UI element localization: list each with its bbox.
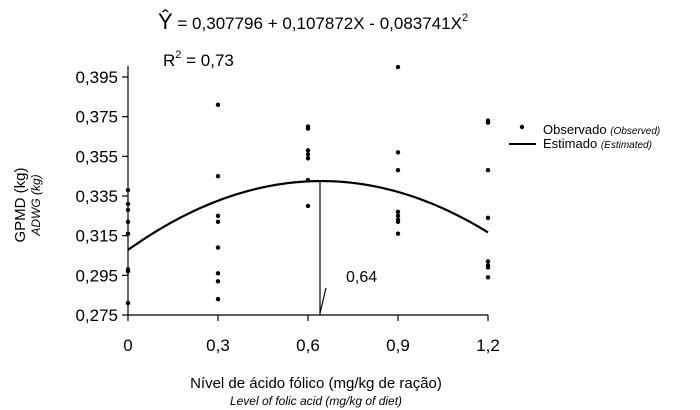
- observed-point: [215, 213, 221, 219]
- r-squared-exponent: 2: [175, 49, 181, 61]
- annotation-layer: 0,64: [319, 181, 377, 315]
- yhat-symbol: Ŷ: [158, 9, 173, 34]
- y-tick-label: 0,395: [75, 68, 118, 87]
- r-squared-value: = 0,73: [181, 51, 233, 70]
- observed-point: [305, 177, 311, 183]
- observed-point: [395, 150, 401, 155]
- observed-point: [395, 219, 401, 224]
- legend-estimated-label-english: (Estimated): [601, 140, 652, 151]
- observed-point: [485, 120, 491, 125]
- observed-point: [215, 245, 221, 250]
- r-squared-base: R: [163, 51, 175, 70]
- observed-point: [485, 259, 491, 264]
- observed-point: [215, 102, 221, 107]
- observed-point: [395, 213, 401, 219]
- observed-point: [215, 173, 221, 179]
- legend-observed-label: Observado: [543, 122, 607, 137]
- x-tick-label: 0: [123, 336, 132, 355]
- observed-point: [125, 269, 131, 274]
- x-axis-label: Nível de ácido fólico (mg/kg de ração): [190, 375, 442, 392]
- x-ticks: 0 0,3 0,6 0,9 1,2: [123, 315, 500, 355]
- observed-point: [485, 275, 491, 280]
- observed-point: [395, 168, 401, 173]
- observed-point: [125, 219, 131, 224]
- regression-equation: Ŷ = 0,307796 + 0,107872X - 0,083741X2: [158, 9, 468, 34]
- observed-points-layer: [125, 64, 491, 306]
- observed-point: [215, 219, 221, 224]
- x-tick-label: 0,9: [386, 336, 410, 355]
- observed-point: [305, 156, 311, 161]
- observed-point: [485, 215, 491, 221]
- observed-point: [125, 187, 131, 193]
- y-tick-label: 0,315: [75, 227, 118, 246]
- observed-point: [305, 152, 311, 157]
- observed-point: [215, 296, 221, 302]
- x-tick-label: 1,2: [476, 336, 500, 355]
- legend: Observado (Observed) Estimado (Estimated…: [509, 122, 660, 151]
- observed-point: [125, 300, 131, 306]
- legend-observed: Observado (Observed): [543, 122, 660, 137]
- y-tick-label: 0,275: [75, 306, 118, 325]
- observed-point: [305, 203, 311, 209]
- observed-point: [305, 126, 311, 131]
- observed-point: [125, 207, 131, 213]
- observed-point: [125, 201, 131, 207]
- legend-observed-marker: [519, 124, 525, 130]
- y-ticks: 0,275 0,295 0,315 0,335 0,355 0,375 0,395: [75, 68, 128, 325]
- r-squared: R2 = 0,73: [163, 49, 234, 70]
- observed-point: [215, 279, 221, 284]
- x-tick-label: 0,6: [296, 336, 320, 355]
- observed-point: [485, 265, 491, 270]
- equation-exponent: 2: [462, 12, 468, 24]
- observed-point: [395, 209, 401, 215]
- equation-body: = 0,307796 + 0,107872X - 0,083741X: [173, 14, 462, 33]
- estimated-curve: [127, 179, 489, 251]
- x-tick-label: 0,3: [206, 336, 230, 355]
- y-axis-label-english: ADWG (kg): [29, 174, 43, 236]
- y-tick-label: 0,355: [75, 147, 118, 166]
- optimum-label: 0,64: [346, 269, 377, 286]
- observed-point: [305, 148, 311, 153]
- legend-observed-label-english: (Observed): [610, 126, 660, 137]
- observed-point: [395, 64, 401, 70]
- observed-point: [125, 231, 131, 236]
- legend-estimated-label: Estimado: [543, 136, 597, 151]
- legend-estimated: Estimado (Estimated): [543, 136, 652, 151]
- y-tick-label: 0,375: [75, 108, 118, 127]
- y-tick-label: 0,295: [75, 266, 118, 285]
- observed-point: [485, 168, 491, 173]
- observed-point: [215, 271, 221, 276]
- observed-point: [395, 231, 401, 236]
- x-axis-label-english: Level of folic acid (mg/kg of diet): [230, 394, 402, 408]
- optimum-pointer: [319, 287, 327, 314]
- y-axis-label: GPMD (kg): [12, 167, 29, 242]
- y-tick-label: 0,335: [75, 187, 118, 206]
- estimated-curve-layer: [127, 179, 489, 251]
